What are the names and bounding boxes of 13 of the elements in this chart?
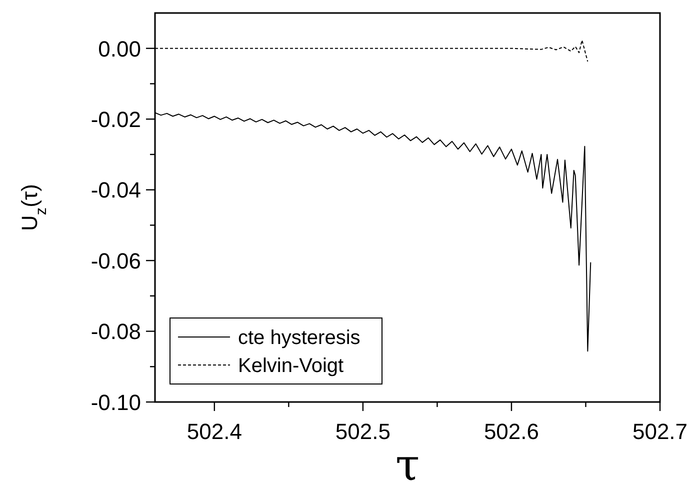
y-tick-label: -0.06 bbox=[90, 248, 141, 274]
y-tick-label: -0.08 bbox=[90, 319, 141, 344]
x-axis-title: τ bbox=[395, 440, 420, 482]
y-tick-label: -0.02 bbox=[90, 107, 141, 132]
x-tick-label: 502.5 bbox=[335, 419, 390, 444]
y-tick-label: -0.10 bbox=[90, 390, 141, 415]
y-tick-label: -0.04 bbox=[90, 178, 141, 203]
legend-label: Kelvin-Voigt bbox=[238, 355, 344, 377]
legend-label: cte hysteresis bbox=[238, 327, 360, 349]
x-tick-label: 502.7 bbox=[632, 419, 688, 444]
x-tick-label: 502.4 bbox=[186, 419, 242, 444]
y-tick-label: 0.00 bbox=[98, 36, 141, 62]
x-tick-label: 502.6 bbox=[484, 419, 539, 444]
